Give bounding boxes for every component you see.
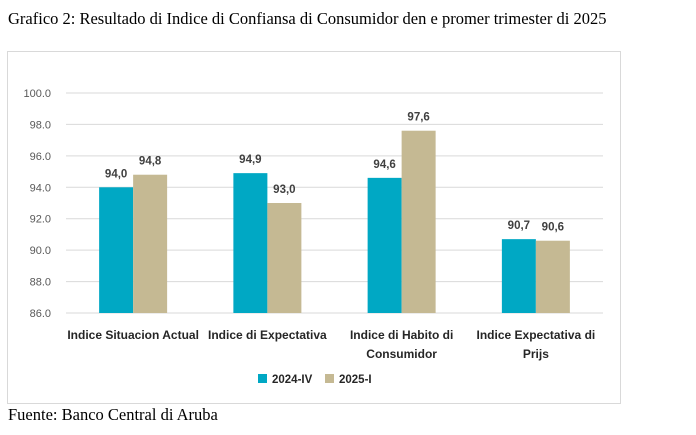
category-label: Indice di Habito di	[350, 328, 453, 342]
category-label: Prijs	[523, 347, 549, 361]
category-label: Indice di Expectativa	[208, 328, 327, 342]
bar-2025-I	[401, 130, 436, 313]
data-label: 94,6	[373, 159, 395, 171]
legend-label: 2025-I	[339, 374, 372, 386]
source-note: Fuente: Banco Central di Aruba	[8, 405, 218, 424]
category-label: Consumidor	[366, 347, 437, 361]
bar-2024-IV	[233, 173, 268, 313]
legend-swatch-2025-I	[325, 374, 334, 383]
y-tick-label: 96.0	[30, 151, 51, 163]
data-label: 90,6	[542, 222, 564, 234]
category-label: Indice Expectativa di	[477, 328, 596, 342]
category-label: Indice Situacion Actual	[67, 328, 199, 342]
y-tick-label: 88.0	[30, 277, 51, 289]
data-label: 93,0	[273, 184, 295, 196]
data-label: 90,7	[508, 220, 530, 232]
bar-2025-I	[267, 203, 302, 313]
y-tick-label: 98.0	[30, 119, 51, 131]
bar-2024-IV	[99, 187, 134, 313]
bar-2024-IV	[501, 239, 536, 313]
y-tick-label: 94.0	[30, 182, 51, 194]
data-label: 97,6	[407, 112, 429, 124]
y-tick-label: 90.0	[30, 245, 51, 257]
bar-2024-IV	[367, 177, 402, 313]
y-tick-label: 100.0	[23, 88, 51, 100]
bar-2025-I	[133, 174, 168, 313]
y-tick-label: 92.0	[30, 214, 51, 226]
legend-label: 2024-IV	[272, 374, 313, 386]
data-label: 94,0	[105, 168, 127, 180]
legend-swatch-2024-IV	[258, 374, 267, 383]
chart-caption: Grafico 2: Resultado di Indice di Confia…	[8, 9, 607, 28]
data-label: 94,8	[139, 156, 162, 168]
bar-2025-I	[535, 240, 570, 313]
data-label: 94,9	[239, 154, 261, 166]
y-tick-label: 86.0	[30, 308, 51, 320]
